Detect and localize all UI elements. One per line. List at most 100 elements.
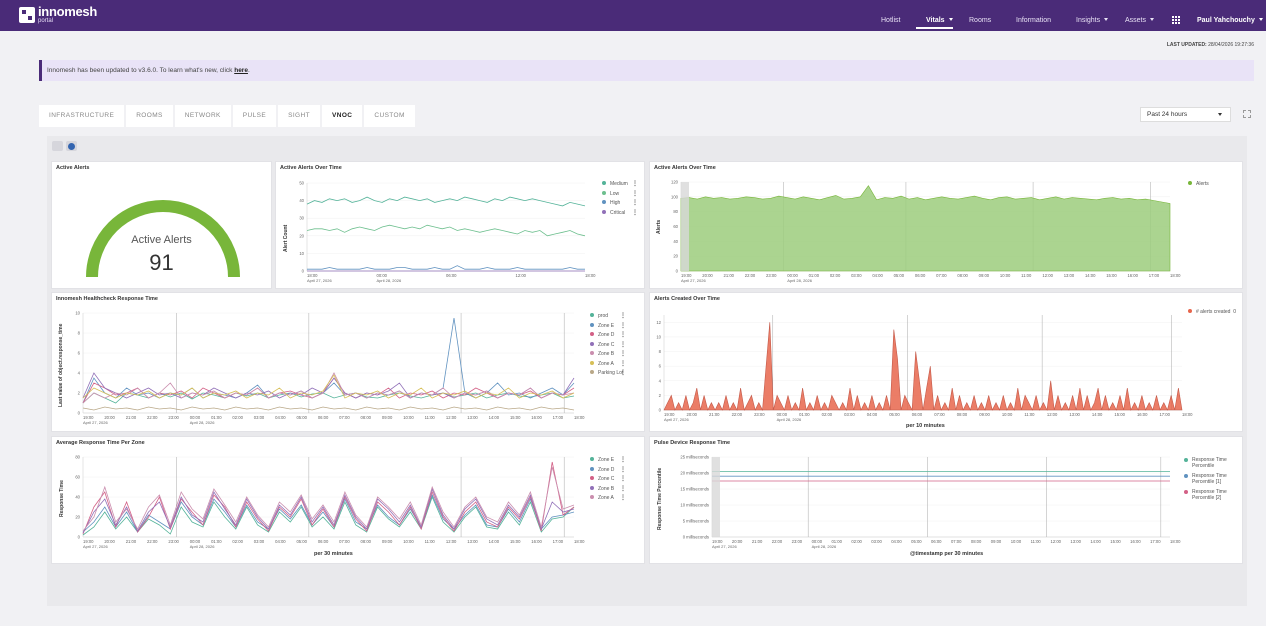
kebab-icon[interactable]: ⋮ (620, 313, 626, 319)
y-tick-label: 60 (75, 475, 80, 480)
x-tick-label: 18:00 (574, 539, 585, 544)
legend-item: Low ⋮ (602, 190, 638, 200)
x-tick-label: 11:00 (1024, 412, 1035, 417)
kebab-icon[interactable]: ⋮ (620, 322, 626, 329)
tab-infrastructure[interactable]: INFRASTRUCTURE (39, 105, 125, 127)
x-tick-label: 19:00 (664, 412, 675, 417)
innomesh-logo-icon[interactable] (19, 7, 35, 23)
kebab-icon[interactable]: ⋮ (632, 190, 638, 197)
x-tick-label: 22:00 (732, 412, 743, 417)
kebab-icon[interactable]: ⋮ (620, 495, 626, 501)
kebab-icon[interactable]: ⋮ (620, 476, 626, 482)
chevron-down-icon (1104, 18, 1109, 21)
x-tick-label: 14:00 (1090, 539, 1101, 544)
x-tick-label: 23:00 (754, 412, 765, 417)
x-tick-label: 19:00 (83, 539, 94, 544)
x-tick-label: 03:00 (871, 539, 882, 544)
legend-item: Response Time Percentile [1] (1184, 473, 1240, 489)
tab-sight[interactable]: SIGHT (278, 105, 320, 127)
y-tick-label: 20 milliseconds (680, 471, 709, 476)
panel-title: Active Alerts Over Time (280, 165, 342, 171)
y-tick-label: 10 (299, 251, 304, 256)
x-tick-label: 16:00 (1127, 273, 1138, 278)
tab-vnoc[interactable]: VNOC (321, 105, 363, 127)
filter-icon[interactable] (52, 141, 63, 151)
nav-information[interactable]: Information (1016, 17, 1052, 24)
chevron-down-icon (1218, 113, 1222, 116)
x-tick-label: 09:00 (991, 539, 1002, 544)
y-tick-label: 0 (676, 269, 679, 274)
legend-item: Zone B ⋮ (590, 350, 626, 360)
x-tick-label: 09:00 (382, 539, 393, 544)
legend-item: Zone E ⋮ (590, 322, 626, 332)
kebab-icon[interactable]: ⋮ (632, 209, 638, 216)
gauge-value: 91 (149, 250, 174, 275)
kebab-icon[interactable]: ⋮ (620, 485, 626, 492)
x-tick-label: 04:00 (275, 415, 286, 420)
nav-insights[interactable]: Insights (1076, 0, 1109, 31)
x-tick-label: 07:00 (951, 539, 962, 544)
x-tick-label: 10:00 (403, 539, 414, 544)
x-tick-label: 20:00 (702, 273, 713, 278)
banner-link[interactable]: here (234, 67, 248, 74)
time-range-select[interactable]: Past 24 hours (1140, 107, 1231, 122)
apps-grid-icon[interactable] (1172, 16, 1180, 24)
kebab-icon[interactable]: ⋮ (632, 181, 638, 187)
x-tick-label: 07:00 (339, 539, 350, 544)
x-tick-label: 10:00 (1000, 273, 1011, 278)
kebab-icon[interactable]: ⋮ (620, 370, 626, 376)
x-tick-label: 01:00 (211, 415, 222, 420)
top-navbar: innomesh portal Hotlist Vitals Rooms Inf… (0, 0, 1266, 31)
x-axis-label: per 10 minutes (906, 423, 945, 429)
series-line-zone-b (82, 487, 575, 534)
x-tick-label: 02:00 (822, 412, 833, 417)
partial-bucket-shade (681, 182, 689, 271)
panel-title: Active Alerts (56, 165, 90, 171)
y-tick-label: 6 (78, 351, 81, 356)
y-tick-label: 15 milliseconds (680, 487, 709, 492)
x-tick-label: 18:00 (574, 415, 585, 420)
x-tick-label: 23:00 (168, 415, 179, 420)
x-tick-label: 07:00 (339, 415, 350, 420)
kebab-icon[interactable]: ⋮ (620, 457, 626, 463)
legend-item: Zone D ⋮ (590, 466, 626, 476)
x-tick-label: 02:00 (830, 273, 841, 278)
tab-custom[interactable]: CUSTOM (364, 105, 415, 127)
y-tick-label: 100 (671, 194, 679, 199)
nav-hotlist[interactable]: Hotlist (881, 17, 901, 24)
kebab-icon[interactable]: ⋮ (620, 466, 626, 473)
series-line-zone-e (82, 317, 575, 404)
x-tick-label: 03:00 (851, 273, 862, 278)
y-tick-label: 5 milliseconds (683, 519, 709, 524)
legend-item: Response Time Percentile [2] (1184, 489, 1240, 505)
user-menu[interactable]: Paul Yahchouchy (1197, 0, 1263, 31)
gauge-arc (86, 200, 240, 278)
kebab-icon[interactable]: ⋮ (620, 360, 626, 367)
y-tick-label: 4 (78, 371, 81, 376)
tab-rooms[interactable]: ROOMS (126, 105, 173, 127)
x-tick-label: 00:00 (190, 415, 201, 420)
kebab-icon[interactable]: ⋮ (632, 200, 638, 206)
x-tick-label: 13:00 (1070, 539, 1081, 544)
x-tick-label: 12:00 (1047, 412, 1058, 417)
brand-name[interactable]: innomesh (38, 4, 97, 19)
x-tick-label: 15:00 (510, 539, 521, 544)
nav-assets[interactable]: Assets (1125, 0, 1155, 31)
tab-network[interactable]: NETWORK (174, 105, 231, 127)
y-axis-label: Response Time Percentile (657, 467, 663, 530)
kebab-icon[interactable]: ⋮ (620, 341, 626, 348)
add-filter-button[interactable] (66, 141, 77, 151)
x-tick-label: 09:00 (382, 415, 393, 420)
nav-rooms[interactable]: Rooms (969, 17, 992, 24)
kebab-icon[interactable]: ⋮ (620, 332, 626, 338)
tab-pulse[interactable]: PULSE (232, 105, 277, 127)
nav-vitals[interactable]: Vitals (926, 0, 953, 31)
y-tick-label: 40 (673, 239, 678, 244)
x-tick-label: 21:00 (126, 415, 137, 420)
x-tick-label: 20:00 (104, 539, 115, 544)
y-tick-label: 2 (659, 393, 662, 398)
y-tick-label: 30 (299, 216, 304, 221)
fullscreen-icon[interactable] (1243, 110, 1251, 118)
kebab-icon[interactable]: ⋮ (620, 351, 626, 357)
y-axis-label: Alerts (656, 219, 662, 234)
